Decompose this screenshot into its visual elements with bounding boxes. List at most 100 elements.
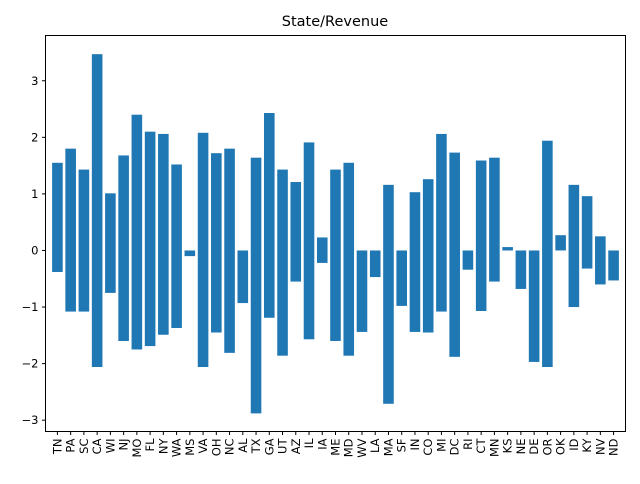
- y-tick-label: −3: [22, 413, 39, 427]
- chart-title: State/Revenue: [282, 14, 388, 30]
- bar-de: [528, 250, 540, 362]
- bar-la: [369, 250, 381, 278]
- bars-layer: [52, 54, 619, 414]
- x-tick-label: WA: [170, 438, 184, 457]
- bar-in: [409, 192, 421, 332]
- bar-mi: [436, 133, 447, 312]
- x-tick-label: MA: [381, 438, 395, 456]
- x-tick-label: IA: [315, 438, 329, 449]
- x-tick-label: UT: [276, 438, 290, 454]
- bar-tn: [52, 162, 63, 272]
- bar-ky: [581, 196, 593, 269]
- x-tick-label: WI: [103, 439, 117, 454]
- x-tick-label: NV: [593, 438, 607, 455]
- bar-tx: [250, 157, 262, 414]
- bar-mo: [131, 114, 143, 350]
- x-tick-label: ND: [607, 438, 621, 456]
- x-tick-label: NC: [223, 439, 237, 456]
- bar-ma: [383, 184, 394, 404]
- x-tick-label: CT: [474, 438, 488, 454]
- bar-ia: [316, 237, 328, 263]
- x-tick-label: ME: [329, 439, 343, 456]
- x-tick-label: OH: [209, 439, 223, 457]
- x-tick-label: RI: [461, 439, 475, 450]
- bar-nc: [224, 148, 235, 353]
- x-tick-label: NY: [156, 438, 170, 455]
- y-tick-label: 2: [31, 130, 38, 144]
- x-tick-label: FL: [143, 438, 157, 452]
- y-axis: −3 −2 −1 0 1 2 3: [22, 74, 46, 427]
- x-tick-label: AL: [236, 438, 250, 453]
- y-tick-label: 0: [31, 243, 38, 257]
- x-tick-label: VA: [196, 438, 210, 453]
- bar-ms: [184, 250, 196, 257]
- x-tick-label: OK: [554, 438, 568, 455]
- x-tick-label: MN: [487, 439, 501, 458]
- y-tick-label: −1: [22, 300, 39, 314]
- bar-dc: [449, 152, 460, 357]
- x-tick-label: CA: [90, 438, 104, 454]
- bar-or: [542, 140, 553, 368]
- bar-wv: [356, 250, 368, 332]
- x-tick-label: AZ: [289, 438, 303, 454]
- x-tick-label: OR: [540, 438, 554, 455]
- x-tick-label: MS: [183, 439, 197, 456]
- x-tick-label: LA: [368, 438, 382, 453]
- bar-sf: [396, 250, 407, 306]
- bar-fl: [144, 131, 156, 347]
- bar-sc: [78, 169, 90, 312]
- bar-nd: [608, 250, 619, 281]
- x-tick-label: CO: [421, 439, 435, 456]
- x-tick-label: SC: [77, 439, 91, 454]
- bar-ks: [502, 247, 513, 251]
- x-tick-label: TX: [249, 438, 263, 454]
- bar-va: [197, 132, 209, 368]
- bar-ri: [462, 250, 474, 270]
- bar-nv: [595, 236, 606, 285]
- x-tick-label: PA: [64, 438, 78, 452]
- bar-ne: [515, 250, 527, 289]
- bar-co: [422, 179, 434, 333]
- x-tick-label: NE: [514, 439, 528, 455]
- bar-ok: [555, 235, 566, 251]
- y-tick-label: −2: [22, 357, 39, 371]
- bar-az: [290, 182, 302, 282]
- x-tick-label: TN: [50, 439, 64, 456]
- bar-ny: [158, 133, 169, 335]
- x-tick-label: ID: [567, 438, 581, 450]
- bar-me: [330, 169, 341, 341]
- x-tick-label: KY: [580, 438, 594, 453]
- bar-ct: [475, 160, 487, 311]
- x-tick-label: MO: [130, 439, 144, 458]
- bar-mn: [489, 157, 500, 282]
- bar-id: [568, 184, 580, 308]
- bar-al: [237, 250, 249, 304]
- bar-md: [343, 162, 355, 356]
- x-tick-label: SF: [395, 439, 409, 453]
- plot-frame: [45, 35, 626, 432]
- y-tick-label: 3: [31, 74, 38, 88]
- bar-il: [303, 142, 315, 340]
- bar-wi: [105, 193, 116, 293]
- bar-ga: [263, 113, 275, 318]
- x-tick-label: IL: [302, 438, 316, 448]
- bar-pa: [65, 148, 76, 312]
- bar-oh: [211, 153, 222, 333]
- x-tick-label: MI: [434, 439, 448, 452]
- x-tick-label: NJ: [117, 439, 131, 451]
- x-tick-label: GA: [262, 438, 276, 455]
- x-tick-label: DC: [448, 439, 462, 456]
- bar-nj: [118, 155, 129, 341]
- bar-ca: [91, 54, 103, 368]
- x-tick-label: WV: [355, 438, 369, 457]
- bar-wa: [171, 164, 182, 328]
- x-axis: TN PA SC CA WI NJ MO FL NY WA MS VA OH NC AL TX GA UT AZ IL…: [50, 431, 621, 458]
- bar-ut: [277, 169, 288, 356]
- x-tick-label: KS: [501, 439, 515, 454]
- x-tick-label: IN: [408, 439, 422, 451]
- y-tick-label: 1: [31, 187, 38, 201]
- x-tick-label: DE: [527, 439, 541, 455]
- x-tick-label: MD: [342, 438, 356, 457]
